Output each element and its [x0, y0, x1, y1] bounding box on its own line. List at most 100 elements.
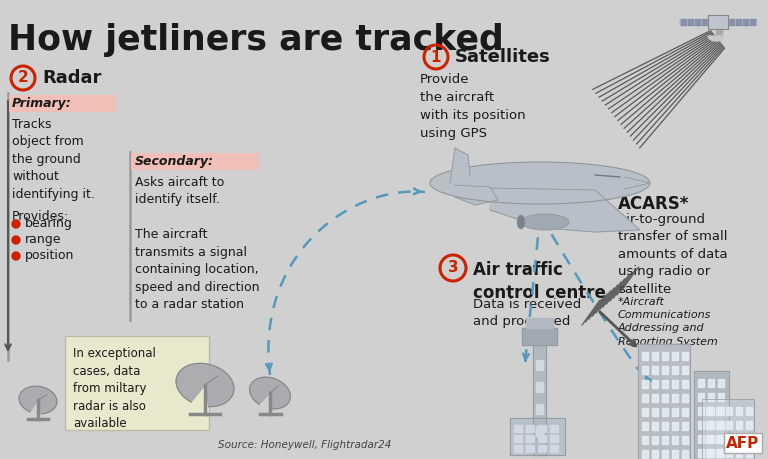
Polygon shape: [642, 450, 648, 458]
Polygon shape: [514, 445, 522, 452]
Text: Secondary:: Secondary:: [135, 155, 214, 168]
Polygon shape: [716, 421, 722, 429]
Polygon shape: [682, 408, 688, 416]
Polygon shape: [642, 352, 648, 360]
Text: In exceptional
cases, data
from miltary
radar is also
available: In exceptional cases, data from miltary …: [73, 347, 156, 430]
Polygon shape: [536, 426, 543, 436]
Polygon shape: [662, 436, 668, 444]
Polygon shape: [526, 318, 553, 328]
Polygon shape: [510, 418, 565, 455]
Polygon shape: [736, 449, 742, 457]
Polygon shape: [708, 393, 714, 401]
Polygon shape: [726, 435, 732, 443]
Text: Radar: Radar: [42, 69, 101, 87]
Polygon shape: [550, 425, 558, 432]
Polygon shape: [682, 352, 688, 360]
Text: Tracks
object from
the ground
without
identifying it.: Tracks object from the ground without id…: [12, 118, 95, 201]
Polygon shape: [514, 435, 522, 442]
Polygon shape: [708, 435, 714, 443]
Polygon shape: [662, 394, 668, 402]
Polygon shape: [526, 425, 534, 432]
Polygon shape: [746, 407, 752, 415]
Polygon shape: [672, 352, 678, 360]
Polygon shape: [682, 422, 688, 430]
Polygon shape: [538, 435, 546, 442]
Polygon shape: [662, 380, 668, 388]
Polygon shape: [746, 435, 752, 443]
Polygon shape: [522, 328, 557, 345]
Polygon shape: [536, 404, 543, 414]
Text: Air traffic
control centre: Air traffic control centre: [473, 261, 606, 302]
Polygon shape: [652, 436, 658, 444]
Polygon shape: [526, 445, 534, 452]
Polygon shape: [726, 407, 732, 415]
Polygon shape: [708, 36, 724, 41]
Text: bearing: bearing: [25, 218, 73, 230]
Polygon shape: [682, 394, 688, 402]
Polygon shape: [672, 408, 678, 416]
Polygon shape: [682, 450, 688, 458]
Text: How jetliners are tracked: How jetliners are tracked: [8, 23, 504, 57]
Text: 2: 2: [18, 71, 28, 85]
FancyBboxPatch shape: [131, 153, 259, 170]
Polygon shape: [550, 435, 558, 442]
Text: Provides:: Provides:: [12, 210, 69, 223]
Text: Provide
the aircraft
with its position
using GPS: Provide the aircraft with its position u…: [420, 73, 525, 140]
Circle shape: [12, 252, 20, 260]
Polygon shape: [698, 449, 704, 457]
FancyBboxPatch shape: [724, 433, 762, 453]
Polygon shape: [642, 408, 648, 416]
Polygon shape: [642, 366, 648, 374]
Text: Primary:: Primary:: [12, 97, 71, 110]
Circle shape: [12, 236, 20, 244]
Polygon shape: [642, 422, 648, 430]
Polygon shape: [652, 394, 658, 402]
Polygon shape: [728, 19, 756, 25]
Polygon shape: [652, 408, 658, 416]
Polygon shape: [450, 148, 470, 183]
Polygon shape: [662, 408, 668, 416]
Polygon shape: [514, 425, 522, 432]
Text: Source: Honeywell, Flightradar24: Source: Honeywell, Flightradar24: [218, 440, 392, 450]
Polygon shape: [672, 436, 678, 444]
FancyBboxPatch shape: [9, 95, 117, 112]
Polygon shape: [652, 380, 658, 388]
Polygon shape: [726, 449, 732, 457]
Polygon shape: [682, 380, 688, 388]
Polygon shape: [536, 382, 543, 392]
Polygon shape: [652, 366, 658, 374]
Polygon shape: [652, 422, 658, 430]
Text: 3: 3: [448, 261, 458, 275]
Polygon shape: [718, 393, 724, 401]
Polygon shape: [698, 393, 704, 401]
Text: Satellites: Satellites: [455, 48, 551, 66]
Polygon shape: [672, 450, 678, 458]
Polygon shape: [672, 394, 678, 402]
Text: Data is received
and processed: Data is received and processed: [473, 298, 581, 328]
Polygon shape: [708, 407, 714, 415]
Polygon shape: [716, 29, 722, 36]
Polygon shape: [533, 345, 546, 455]
Text: 1: 1: [431, 50, 442, 65]
Polygon shape: [250, 377, 290, 409]
Polygon shape: [706, 435, 712, 443]
Polygon shape: [638, 344, 690, 459]
Polygon shape: [652, 450, 658, 458]
Polygon shape: [455, 185, 498, 205]
Polygon shape: [625, 177, 650, 189]
Polygon shape: [682, 366, 688, 374]
Polygon shape: [716, 435, 722, 443]
Polygon shape: [708, 15, 728, 29]
Polygon shape: [746, 449, 752, 457]
Polygon shape: [642, 380, 648, 388]
Polygon shape: [716, 449, 722, 457]
Polygon shape: [538, 445, 546, 452]
Polygon shape: [176, 364, 234, 407]
Text: AFP: AFP: [727, 436, 760, 450]
Polygon shape: [718, 421, 724, 429]
Polygon shape: [718, 449, 724, 457]
Polygon shape: [736, 407, 742, 415]
Polygon shape: [736, 421, 742, 429]
Polygon shape: [708, 449, 714, 457]
Polygon shape: [550, 445, 558, 452]
